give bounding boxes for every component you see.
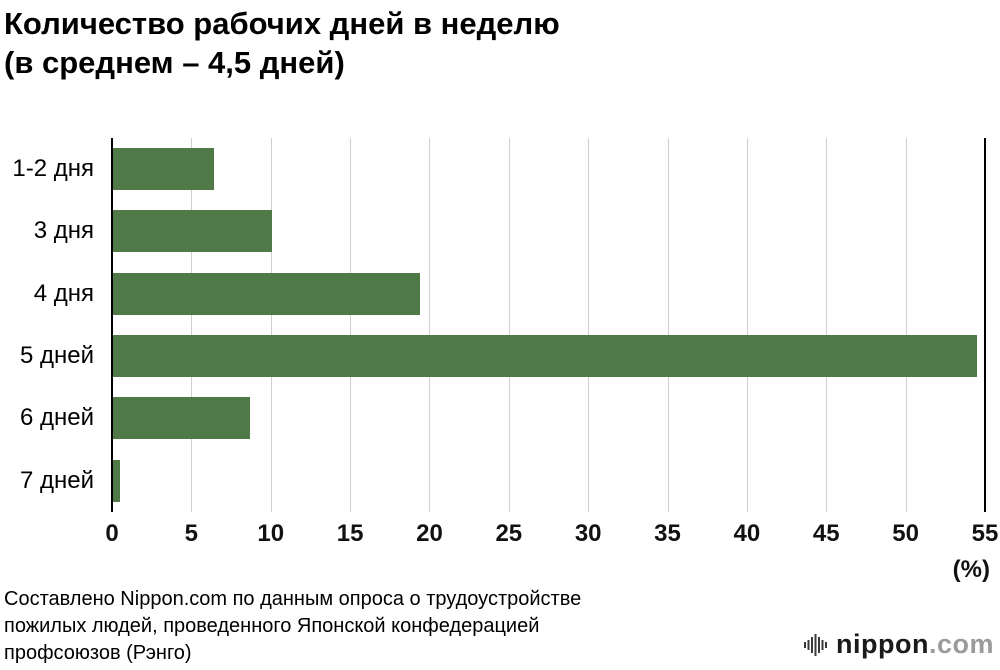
- gridline-30: [588, 138, 590, 512]
- gridline-0: [111, 138, 113, 512]
- bar-row: [112, 387, 985, 449]
- bar-chart: 1-2 дня 3 дня 4 дня 5 дней 6 дней 7 дней 0 5 10…: [0, 138, 1000, 608]
- bar-row: [112, 450, 985, 512]
- gridline-20: [429, 138, 431, 512]
- x-axis-ticks: 0 5 10 15 20 25 30 35 40 45 50 55: [105, 520, 998, 554]
- x-tick-label: 10: [257, 520, 285, 547]
- gridline-25: [508, 138, 510, 512]
- x-tick-label: 0: [105, 520, 119, 547]
- x-tick-label: 40: [733, 520, 761, 547]
- x-tick-label: 5: [184, 520, 199, 547]
- gridline-35: [667, 138, 669, 512]
- x-tick-label: 45: [812, 520, 840, 547]
- source-note-line1: Составлено Nippon.com по данным опроса о…: [4, 588, 582, 610]
- bar-row: [112, 325, 985, 387]
- bars-container: [112, 138, 985, 512]
- bar-6 дней: [112, 397, 251, 440]
- source-note: Составлено Nippon.com по данным опроса о…: [4, 586, 581, 667]
- gridline-40: [746, 138, 748, 512]
- x-tick-label: 55: [971, 520, 999, 547]
- bar-5 дней: [112, 335, 978, 378]
- category-label: 5 дней: [19, 342, 94, 370]
- x-tick-label: 15: [336, 520, 364, 547]
- x-tick-label: 20: [416, 520, 443, 547]
- plot-area: [111, 138, 986, 512]
- gridline-5: [191, 138, 193, 512]
- bar-row: [112, 138, 985, 200]
- category-label: 6 дней: [19, 404, 94, 432]
- x-tick-label: 35: [654, 520, 681, 547]
- x-tick-label: 30: [574, 520, 602, 547]
- nippon-logo: nippon.com: [803, 629, 994, 660]
- gridline-50: [905, 138, 907, 512]
- category-label: 4 дня: [33, 279, 94, 307]
- logo-text: nippon: [836, 629, 929, 659]
- bar-1-2 дня: [112, 148, 214, 191]
- bar-3 дня: [112, 210, 273, 253]
- x-tick-label: 25: [495, 520, 523, 547]
- chart-title-line1: Количество рабочих дней в неделю: [4, 6, 560, 41]
- gridline-55: [984, 138, 986, 512]
- chart-title-line2: (в среднем – 4,5 дней): [4, 45, 345, 80]
- y-axis-labels: 1-2 дня 3 дня 4 дня 5 дней 6 дней 7 дней: [0, 138, 103, 512]
- gridline-10: [270, 138, 272, 512]
- source-note-line3: профсоюзов (Рэнго): [4, 642, 192, 664]
- gridline-45: [826, 138, 828, 512]
- category-label: 1-2 дня: [12, 155, 94, 183]
- logo-domain: .com: [928, 629, 994, 659]
- gridline-15: [350, 138, 352, 512]
- bar-row: [112, 263, 985, 325]
- category-label: 3 дня: [33, 217, 94, 245]
- source-note-line2: пожилых людей, проведенного Японской кон…: [4, 615, 540, 637]
- chart-title: Количество рабочих дней в неделю (в сред…: [4, 4, 560, 82]
- bar-7 дней: [112, 459, 120, 502]
- soundwave-icon: [803, 632, 829, 658]
- bar-4 дня: [112, 272, 420, 315]
- unit-label: (%): [952, 556, 990, 583]
- category-label: 7 дней: [19, 466, 94, 494]
- x-tick-label: 50: [892, 520, 919, 547]
- bar-row: [112, 200, 985, 262]
